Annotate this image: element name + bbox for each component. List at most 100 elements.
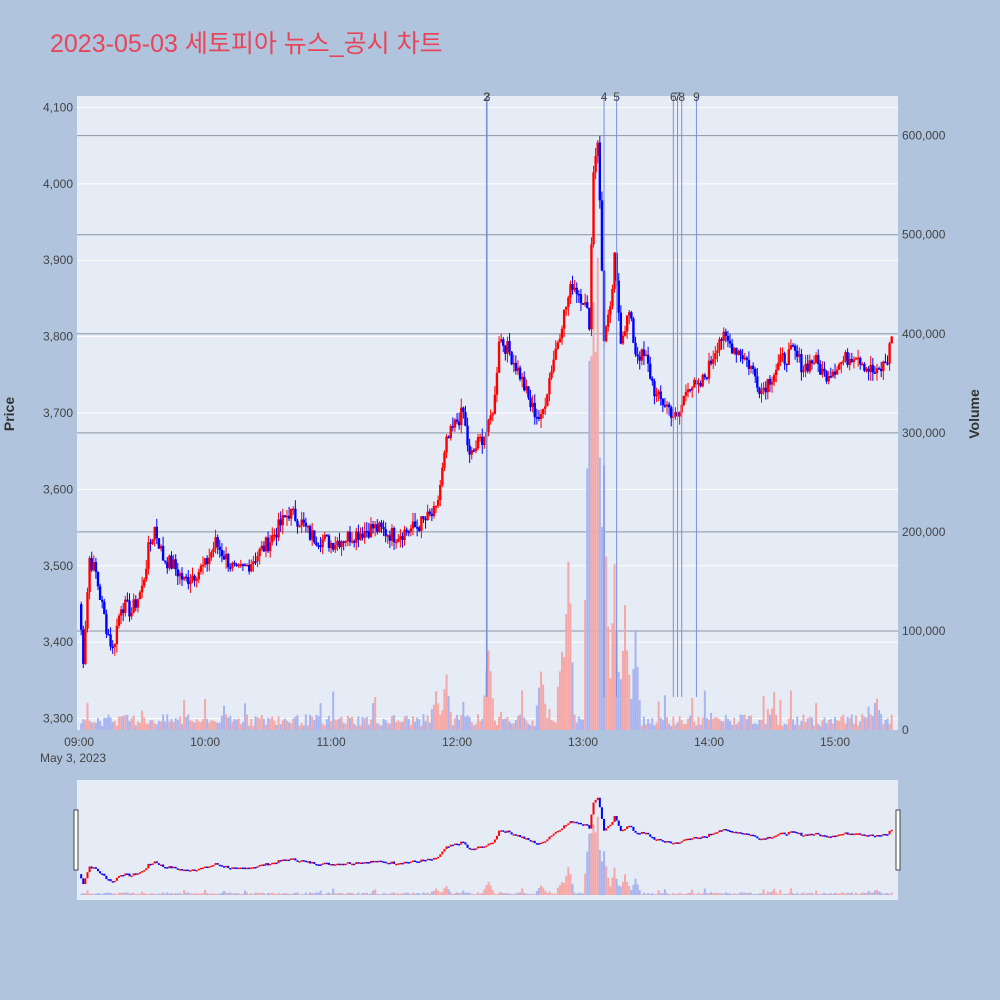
candle[interactable] bbox=[552, 359, 555, 372]
candle[interactable] bbox=[298, 525, 301, 528]
candle[interactable] bbox=[430, 513, 434, 517]
candle[interactable] bbox=[380, 522, 383, 527]
candle[interactable] bbox=[264, 537, 268, 552]
candle[interactable] bbox=[350, 540, 354, 543]
candle[interactable] bbox=[873, 372, 877, 374]
candle[interactable] bbox=[481, 436, 484, 445]
candle[interactable] bbox=[571, 284, 574, 290]
candle[interactable] bbox=[718, 339, 721, 351]
candle[interactable] bbox=[399, 536, 402, 539]
candle[interactable] bbox=[338, 540, 341, 548]
candle[interactable] bbox=[254, 561, 257, 563]
candle[interactable] bbox=[691, 387, 694, 390]
candle[interactable] bbox=[835, 369, 839, 375]
candle[interactable] bbox=[470, 450, 473, 455]
candle[interactable] bbox=[98, 586, 102, 600]
candle[interactable] bbox=[388, 535, 392, 541]
candle[interactable] bbox=[130, 612, 133, 617]
candle[interactable] bbox=[875, 368, 879, 374]
candle[interactable] bbox=[863, 363, 866, 371]
candle[interactable] bbox=[409, 528, 413, 532]
candle[interactable] bbox=[743, 357, 746, 360]
candle[interactable] bbox=[310, 530, 314, 540]
candle[interactable] bbox=[342, 541, 345, 543]
candle[interactable] bbox=[407, 531, 410, 534]
candle[interactable] bbox=[844, 352, 847, 361]
candle[interactable] bbox=[363, 531, 366, 538]
candle[interactable] bbox=[565, 306, 568, 310]
candle[interactable] bbox=[281, 515, 284, 526]
candle[interactable] bbox=[119, 609, 123, 616]
candle[interactable] bbox=[306, 525, 310, 528]
candle[interactable] bbox=[667, 404, 671, 408]
candle[interactable] bbox=[466, 425, 469, 446]
candle[interactable] bbox=[159, 545, 163, 549]
candle[interactable] bbox=[285, 515, 289, 518]
candle[interactable] bbox=[321, 539, 324, 548]
candle[interactable] bbox=[621, 335, 625, 344]
candle[interactable] bbox=[453, 419, 457, 428]
candle[interactable] bbox=[628, 312, 631, 316]
candle[interactable] bbox=[491, 413, 494, 416]
candle[interactable] bbox=[510, 351, 513, 365]
candle[interactable] bbox=[193, 575, 196, 581]
candle[interactable] bbox=[243, 564, 247, 567]
candle[interactable] bbox=[598, 142, 602, 201]
news-marker-label[interactable]: 5 bbox=[613, 90, 620, 104]
candle[interactable] bbox=[756, 376, 759, 388]
candle[interactable] bbox=[128, 600, 131, 617]
candle[interactable] bbox=[289, 508, 293, 519]
candle[interactable] bbox=[707, 360, 711, 379]
candle[interactable] bbox=[205, 558, 209, 565]
candle[interactable] bbox=[428, 511, 431, 514]
candle[interactable] bbox=[403, 529, 406, 541]
candle[interactable] bbox=[327, 535, 331, 549]
candle[interactable] bbox=[817, 355, 820, 365]
candle[interactable] bbox=[779, 354, 782, 363]
candle[interactable] bbox=[848, 358, 851, 365]
candle[interactable] bbox=[548, 378, 551, 395]
candle[interactable] bbox=[334, 545, 337, 550]
candle[interactable] bbox=[567, 297, 570, 307]
candle[interactable] bbox=[134, 599, 137, 608]
candle[interactable] bbox=[235, 564, 238, 566]
candle[interactable] bbox=[533, 402, 536, 417]
candle[interactable] bbox=[413, 521, 417, 528]
candle[interactable] bbox=[846, 352, 849, 365]
candle[interactable] bbox=[340, 541, 343, 548]
candle[interactable] bbox=[850, 358, 854, 362]
candle[interactable] bbox=[546, 394, 549, 407]
candle[interactable] bbox=[151, 539, 154, 544]
candle[interactable] bbox=[793, 346, 797, 351]
candle[interactable] bbox=[208, 557, 211, 565]
candle[interactable] bbox=[329, 542, 333, 549]
candle[interactable] bbox=[214, 537, 217, 549]
candle[interactable] bbox=[518, 367, 522, 380]
candle[interactable] bbox=[474, 448, 478, 452]
candle[interactable] bbox=[814, 355, 818, 363]
candle[interactable] bbox=[751, 365, 755, 370]
candle[interactable] bbox=[313, 530, 316, 543]
candle[interactable] bbox=[709, 360, 713, 364]
candle[interactable] bbox=[588, 307, 591, 330]
candle[interactable] bbox=[877, 368, 881, 370]
candle[interactable] bbox=[760, 390, 763, 394]
candle[interactable] bbox=[189, 581, 192, 585]
candle[interactable] bbox=[445, 436, 448, 453]
candle[interactable] bbox=[464, 412, 467, 426]
candle[interactable] bbox=[224, 554, 228, 560]
candle[interactable] bbox=[296, 520, 299, 527]
candle[interactable] bbox=[460, 407, 463, 426]
candle[interactable] bbox=[802, 370, 805, 373]
candle[interactable] bbox=[611, 288, 614, 307]
candle[interactable] bbox=[153, 526, 156, 540]
candle[interactable] bbox=[250, 564, 253, 572]
candle[interactable] bbox=[373, 524, 377, 529]
candle[interactable] bbox=[107, 633, 110, 636]
candle[interactable] bbox=[273, 534, 276, 537]
candle[interactable] bbox=[575, 287, 578, 294]
candle[interactable] bbox=[819, 364, 822, 375]
candle[interactable] bbox=[777, 362, 780, 370]
candle[interactable] bbox=[523, 376, 526, 391]
